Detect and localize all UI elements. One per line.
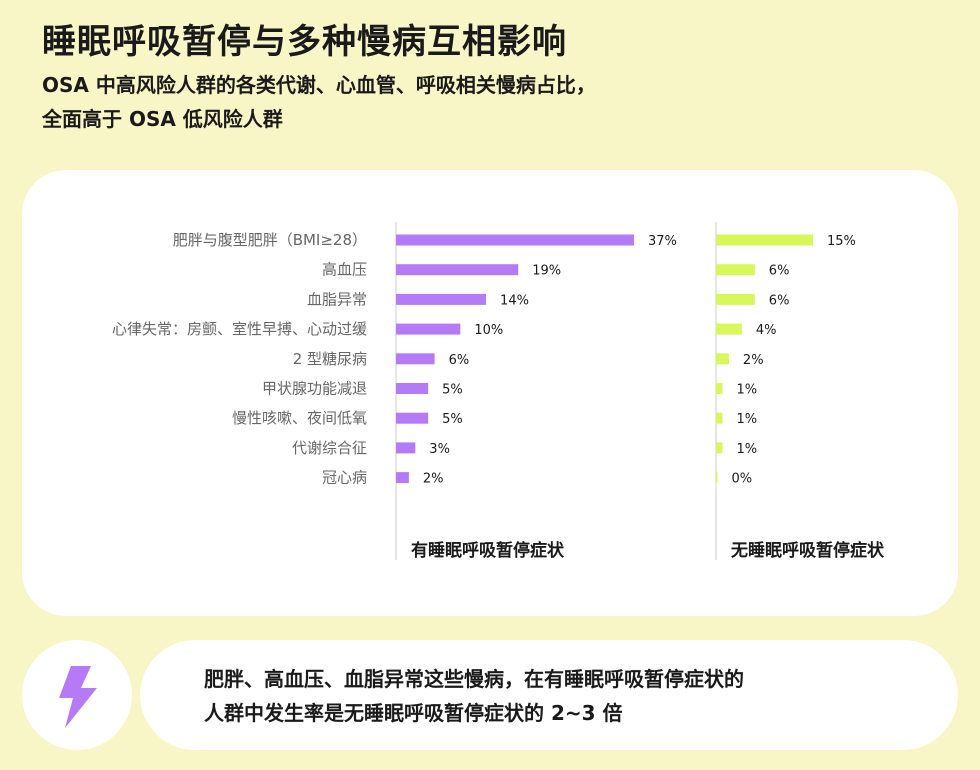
page-subtitle: OSA 中高风险人群的各类代谢、心血管、呼吸相关慢病占比， 全面高于 OSA 低… — [42, 68, 802, 136]
data-label: 6% — [449, 353, 470, 368]
bar — [716, 353, 729, 365]
bar — [396, 412, 429, 424]
data-label: 14% — [500, 293, 529, 308]
conclusion-line-2: 人群中发生率是无睡眠呼吸暂停症状的 2~3 倍 — [204, 701, 623, 725]
bar — [716, 264, 755, 276]
data-label: 4% — [756, 323, 777, 338]
bar — [716, 472, 718, 484]
data-label: 10% — [474, 323, 503, 338]
data-label: 6% — [769, 293, 790, 308]
data-label: 2% — [743, 353, 764, 368]
bar — [716, 293, 755, 305]
bar — [396, 264, 519, 276]
conclusion-box: 肥胖、高血压、血脂异常这些慢病，在有睡眠呼吸暂停症状的 人群中发生率是无睡眠呼吸… — [140, 640, 958, 750]
lightning-bolt-icon — [59, 666, 97, 728]
conclusion-line-1: 肥胖、高血压、血脂异常这些慢病，在有睡眠呼吸暂停症状的 — [204, 667, 744, 691]
category-label: 代谢综合征 — [292, 439, 367, 457]
data-label: 2% — [423, 472, 444, 487]
bar — [396, 293, 487, 305]
bar — [716, 383, 723, 394]
series-label: 无睡眠呼吸暂停症状 — [730, 540, 885, 561]
data-label: 3% — [429, 442, 450, 457]
data-label: 15% — [827, 234, 856, 249]
category-label: 冠心病 — [322, 469, 367, 487]
bar — [716, 412, 723, 424]
category-label: 肥胖与腹型肥胖（BMI≥28） — [173, 231, 367, 249]
bar — [716, 234, 813, 246]
bar — [716, 323, 742, 335]
bar — [716, 442, 723, 454]
bar — [396, 353, 435, 365]
bar — [396, 383, 429, 394]
data-label: 5% — [442, 412, 463, 427]
chart-card: 肥胖与腹型肥胖（BMI≥28） 高血压血脂异常心律失常：房颤、室性早搏、心动过缓 2… — [22, 170, 958, 616]
data-label: 19% — [532, 264, 561, 279]
category-label: 慢性咳嗽、夜间低氧 — [232, 409, 367, 427]
data-label: 1% — [736, 383, 757, 398]
subtitle-line-2: 全面高于 OSA 低风险人群 — [42, 107, 283, 131]
category-label: 血脂异常 — [307, 290, 367, 308]
data-label: 5% — [442, 383, 463, 398]
conclusion-text: 肥胖、高血压、血脂异常这些慢病，在有睡眠呼吸暂停症状的 人群中发生率是无睡眠呼吸… — [204, 662, 924, 730]
bar — [396, 323, 461, 335]
data-label: 37% — [648, 234, 677, 249]
data-label: 1% — [736, 442, 757, 457]
icon-circle — [22, 640, 132, 750]
category-label: 甲状腺功能减退 — [262, 380, 367, 398]
bar — [396, 442, 416, 454]
data-label: 1% — [736, 412, 757, 427]
series-label: 有睡眠呼吸暂停症状 — [411, 540, 565, 561]
category-label: 心律失常：房颤、室性早搏、心动过缓 — [112, 320, 367, 338]
subtitle-line-1: OSA 中高风险人群的各类代谢、心血管、呼吸相关慢病占比， — [42, 73, 596, 97]
category-label: 2 型糖尿病 — [293, 350, 367, 368]
bar — [396, 234, 634, 246]
bar — [396, 472, 409, 484]
page-title: 睡眠呼吸暂停与多种慢病互相影响 — [42, 22, 567, 62]
category-label: 高血压 — [322, 261, 367, 279]
data-label: 6% — [769, 264, 790, 279]
data-label: 0% — [732, 472, 753, 487]
